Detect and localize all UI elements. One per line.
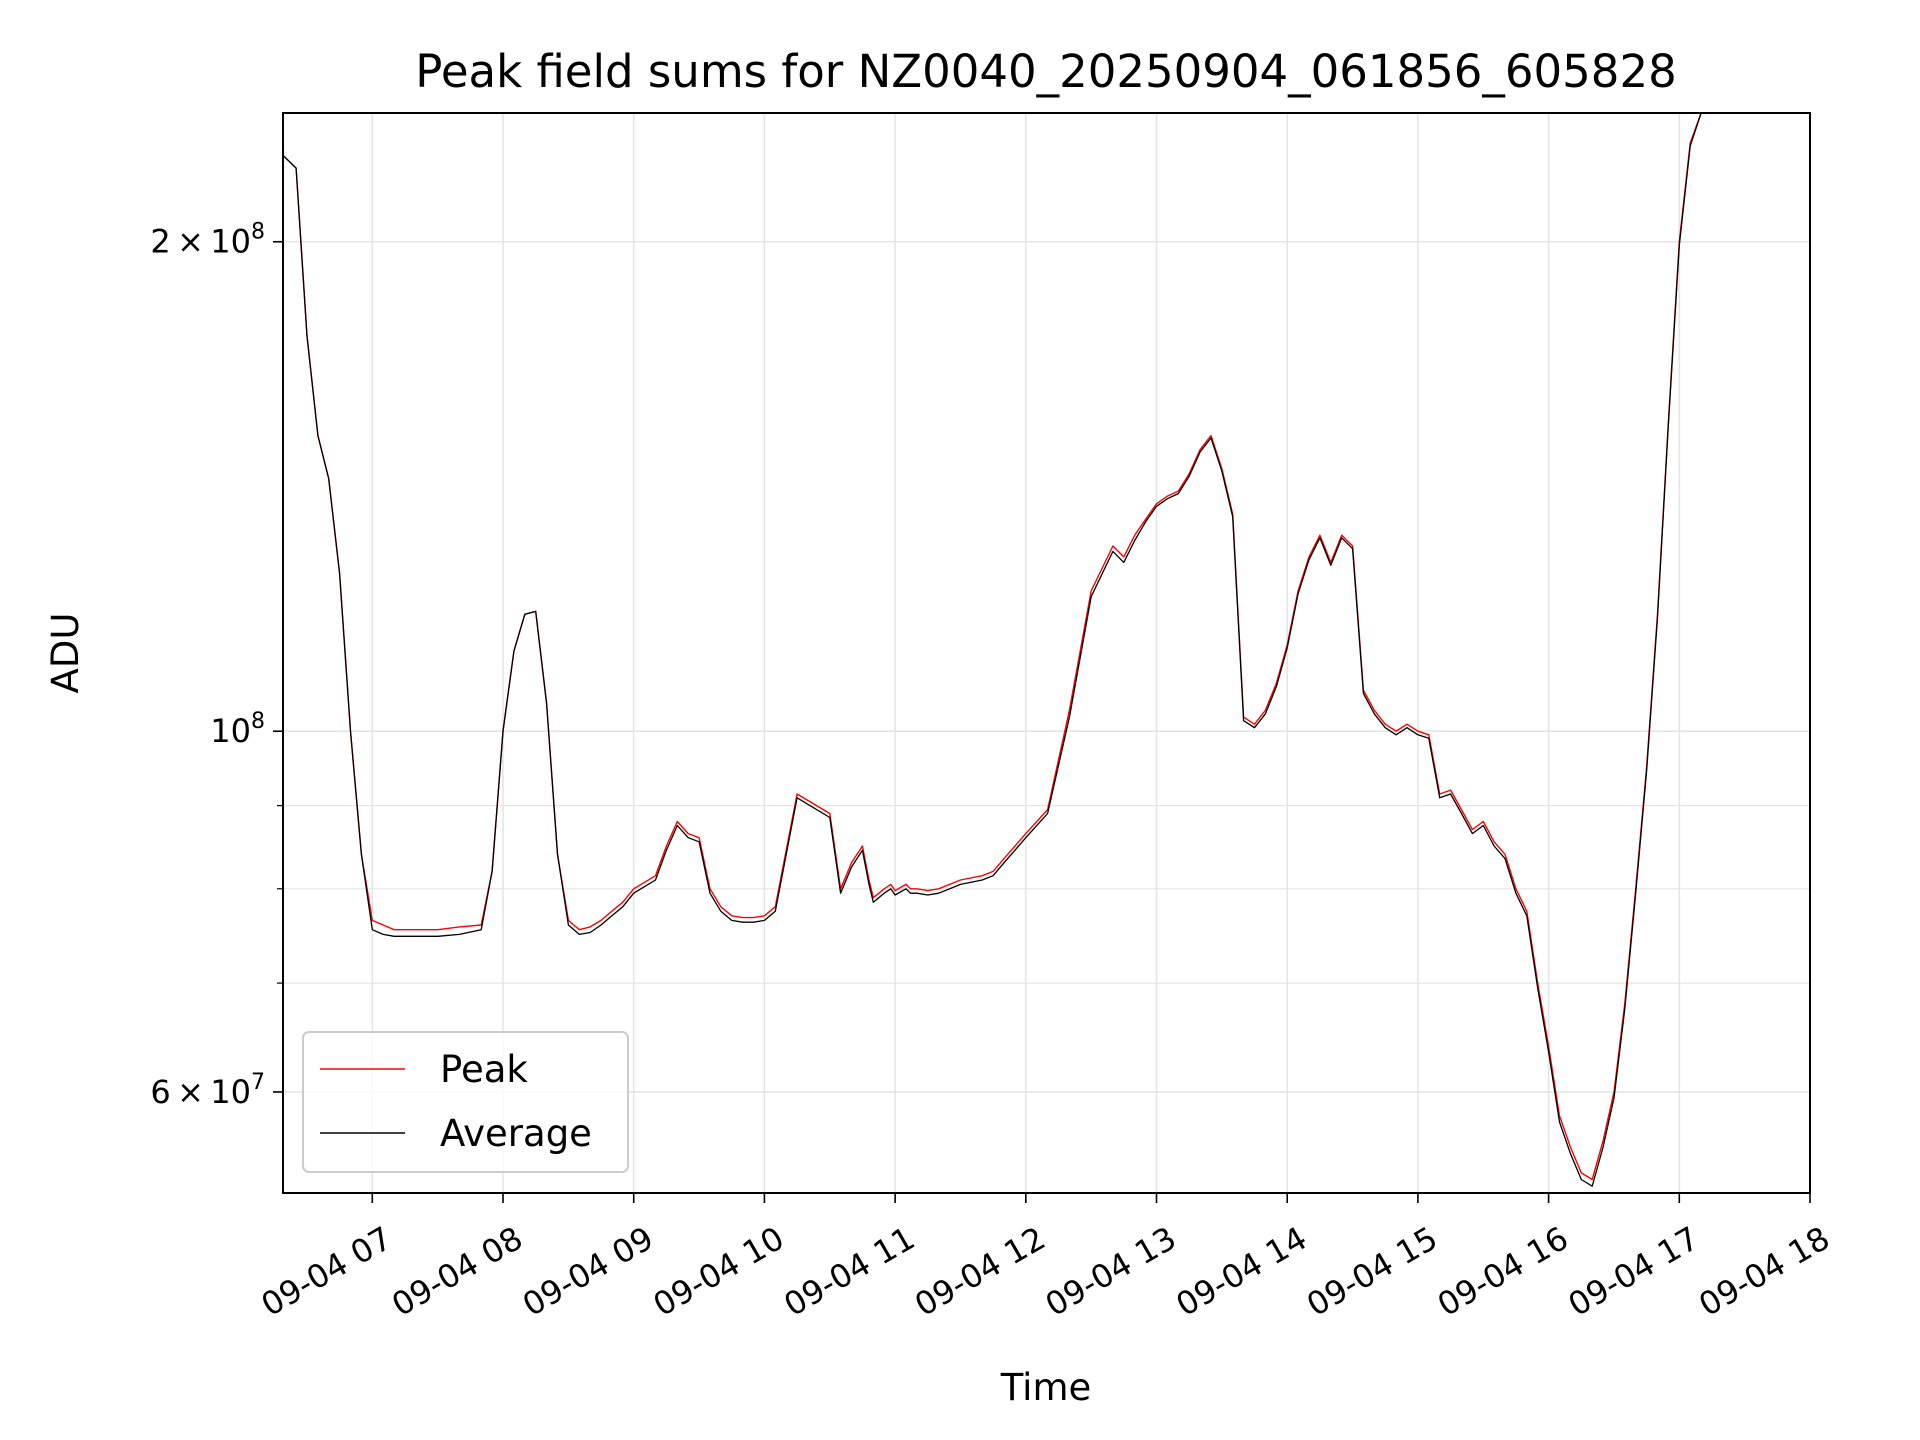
- y-tick-label: 108: [210, 709, 265, 750]
- plot-lines: [283, 113, 1789, 1187]
- series-line-average: [283, 113, 1789, 1187]
- plot-frame: [282, 112, 1811, 1194]
- y-tick-label: 2 × 108: [150, 220, 265, 261]
- legend: Peak Average: [302, 1031, 629, 1173]
- legend-box: [302, 1031, 629, 1173]
- y-tick-label: 6 × 107: [150, 1070, 265, 1111]
- x-axis-label: Time: [1000, 1366, 1092, 1409]
- chart-title: Peak field sums for NZ0040_20250904_0618…: [415, 45, 1676, 98]
- legend-label-average: Average: [440, 1112, 592, 1155]
- legend-label-peak: Peak: [440, 1048, 528, 1091]
- y-axis-label: ADU: [44, 613, 87, 694]
